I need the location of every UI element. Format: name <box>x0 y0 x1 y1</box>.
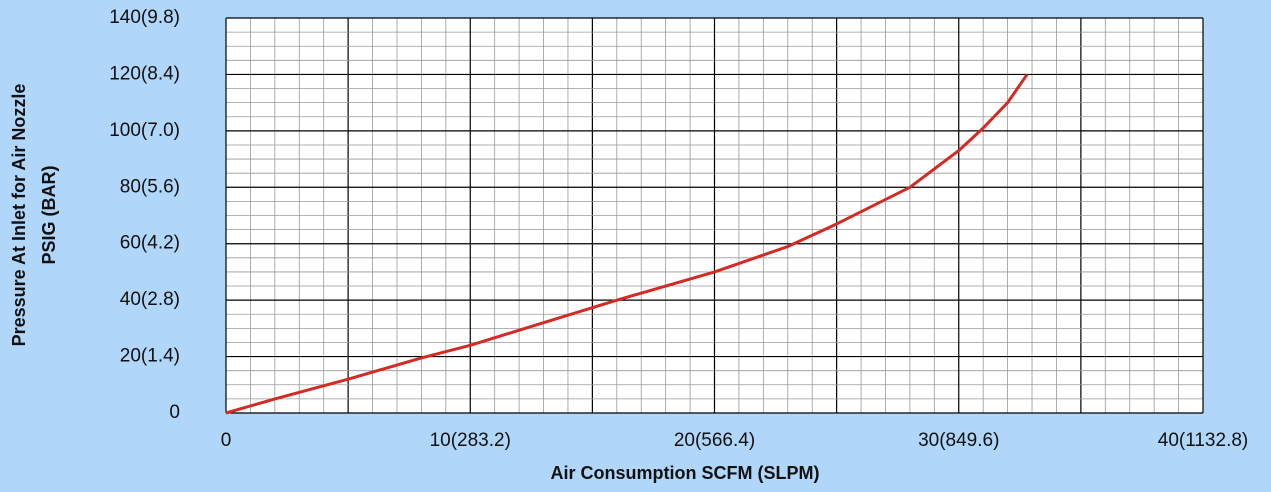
y-tick-label: 20(1.4) <box>120 346 180 367</box>
y-tick-label: 40(2.8) <box>120 289 180 310</box>
line <box>225 73 1029 415</box>
y-axis-label: PSIG (BAR) <box>39 165 59 264</box>
x-tick-label: 30(849.6) <box>918 430 999 451</box>
y-tick-label: 60(4.2) <box>120 233 180 254</box>
marks <box>225 73 1029 415</box>
y-axis-label: Pressure At Inlet for Air Nozzle <box>9 84 29 347</box>
x-tick-label: 40(1132.8) <box>1158 430 1249 451</box>
grid <box>225 17 1204 414</box>
x-tick-label: 10(283.2) <box>430 430 511 451</box>
y-tick-label: 0 <box>169 402 180 423</box>
y-tick-label: 120(8.4) <box>109 63 180 84</box>
x-axis-label: Air Consumption SCFM (SLPM) <box>551 463 820 483</box>
y-tick-label: 100(7.0) <box>109 120 180 141</box>
x-tick-label: 0 <box>221 430 232 451</box>
x-tick-label: 20(566.4) <box>674 430 755 451</box>
y-tick-label: 80(5.6) <box>120 176 180 197</box>
y-tick-label: 140(9.8) <box>109 7 180 28</box>
